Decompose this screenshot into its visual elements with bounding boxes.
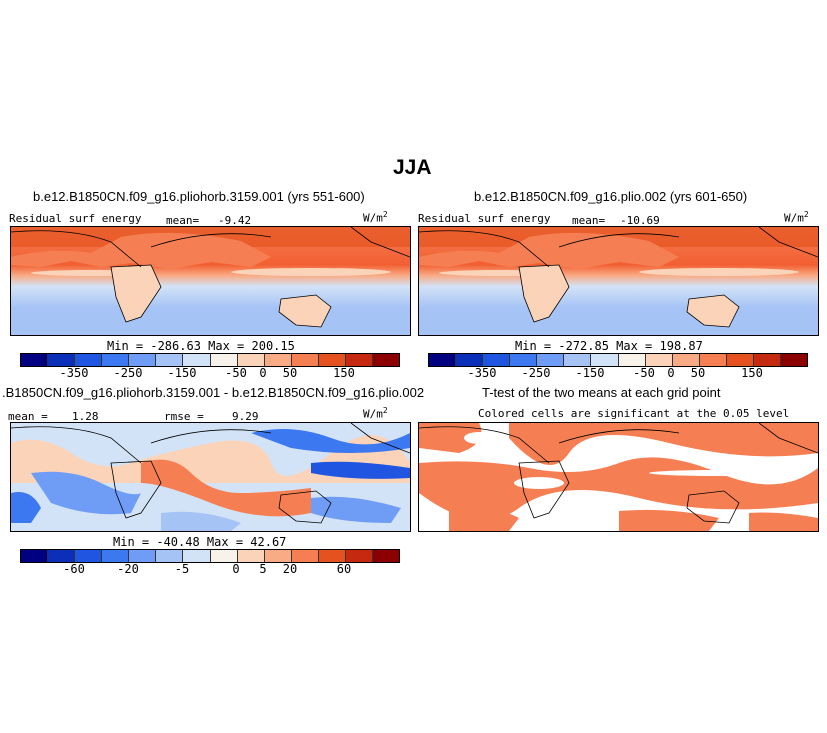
panel-subtitle: Colored cells are significant at the 0.0…	[478, 407, 790, 420]
colorbar-tick-label: -60	[63, 562, 85, 576]
colorbar-tick-label: 50	[282, 366, 298, 380]
colorbar-tick-label: -50	[225, 366, 247, 380]
colorbar-swatch	[537, 354, 565, 366]
colorbar-swatch	[210, 550, 238, 562]
mean-label: mean=	[572, 214, 606, 227]
colorbar-swatch	[183, 550, 211, 562]
units-label: W/m2	[363, 210, 388, 225]
colorbar-swatch	[75, 354, 103, 366]
colorbar-tick-label: -350	[467, 366, 497, 380]
colorbar-tick-label: 0	[232, 562, 240, 576]
colorbar-swatch	[237, 550, 265, 562]
colorbar-tick-label: -20	[117, 562, 139, 576]
panel-title: .B1850CN.f09_g16.pliohorb.3159.001 - b.e…	[2, 385, 425, 400]
heatmap-panel	[418, 226, 819, 336]
colorbar-swatch	[345, 550, 374, 562]
colorbar-tick-label: -5	[174, 562, 190, 576]
colorbar-swatch	[264, 550, 292, 562]
min-max-label: Min = -40.48 Max = 42.67	[113, 535, 287, 549]
colorbar-swatch	[699, 354, 727, 366]
variable-label: Residual surf energy	[9, 212, 142, 225]
colorbar-swatch	[564, 354, 592, 366]
colorbar-swatch	[672, 354, 700, 366]
colorbar-swatch	[48, 354, 76, 366]
colorbar	[428, 353, 808, 367]
colorbar-swatch	[345, 354, 374, 366]
colorbar-swatch	[318, 354, 346, 366]
colorbar-swatch	[291, 550, 319, 562]
colorbar-tick-label: 50	[690, 366, 706, 380]
page-title: JJA	[393, 156, 432, 179]
colorbar-tick-label: 150	[741, 366, 763, 380]
colorbar-tick-label: -50	[633, 366, 655, 380]
colorbar-ticks: -60 -20 -5 0 5 20 60	[20, 562, 398, 576]
panel-title: T-test of the two means at each grid poi…	[482, 385, 721, 400]
colorbar-swatch	[318, 550, 346, 562]
colorbar-swatch	[264, 354, 292, 366]
mean-value: -10.69	[620, 214, 660, 227]
heatmap-panel	[10, 422, 411, 532]
colorbar-swatch	[753, 354, 782, 366]
colorbar-tick-label: 5	[259, 562, 267, 576]
rmse-value: 9.29	[232, 410, 259, 423]
colorbar-swatch	[183, 354, 211, 366]
colorbar-tick-label: 60	[336, 562, 352, 576]
colorbar-swatch	[48, 550, 76, 562]
colorbar-swatch	[156, 354, 184, 366]
colorbar-swatch	[483, 354, 511, 366]
colorbar-swatch	[21, 550, 49, 562]
mean-value: -9.42	[218, 214, 252, 227]
colorbar-swatch	[726, 354, 754, 366]
colorbar-swatch	[102, 354, 130, 366]
heatmap-panel	[418, 422, 819, 532]
colorbar-tick-label: -250	[113, 366, 143, 380]
colorbar-swatch	[429, 354, 457, 366]
mean-label: mean =	[8, 410, 48, 423]
colorbar-swatch	[291, 354, 319, 366]
panel-title: b.e12.B1850CN.f09_g16.pliohorb.3159.001 …	[33, 189, 365, 204]
units-label: W/m2	[784, 210, 809, 225]
colorbar-swatch	[156, 550, 184, 562]
panel-title: b.e12.B1850CN.f09_g16.plio.002 (yrs 601-…	[474, 189, 748, 204]
colorbar-swatch	[373, 354, 400, 366]
colorbar-tick-label: 0	[667, 366, 675, 380]
colorbar-tick-label: 20	[282, 562, 298, 576]
colorbar-swatch	[591, 354, 619, 366]
heatmap-panel	[10, 226, 411, 336]
colorbar-swatch	[456, 354, 484, 366]
colorbar-ticks: -350 -250 -150 -50 0 50 150	[428, 366, 806, 380]
colorbar-swatch	[21, 354, 49, 366]
min-max-label: Min = -272.85 Max = 198.87	[515, 339, 703, 353]
colorbar	[20, 549, 400, 563]
colorbar-tick-label: 150	[333, 366, 355, 380]
colorbar-swatch	[129, 550, 157, 562]
colorbar-swatch	[129, 354, 157, 366]
colorbar-tick-label: -150	[575, 366, 605, 380]
colorbar-swatch	[210, 354, 238, 366]
colorbar-swatch	[510, 354, 538, 366]
units-label: W/m2	[363, 406, 388, 421]
colorbar-tick-label: 0	[259, 366, 267, 380]
colorbar-tick-label: -150	[167, 366, 197, 380]
colorbar-swatch	[237, 354, 265, 366]
colorbar-swatch	[618, 354, 646, 366]
colorbar-ticks: -350 -250 -150 -50 0 50 150	[20, 366, 398, 380]
colorbar-swatch	[373, 550, 400, 562]
colorbar	[20, 353, 400, 367]
mean-value: 1.28	[72, 410, 99, 423]
mean-label: mean=	[166, 214, 200, 227]
colorbar-swatch	[645, 354, 673, 366]
colorbar-tick-label: -350	[59, 366, 89, 380]
variable-label: Residual surf energy	[418, 212, 551, 225]
colorbar-swatch	[75, 550, 103, 562]
colorbar-swatch	[102, 550, 130, 562]
colorbar-tick-label: -250	[521, 366, 551, 380]
rmse-label: rmse =	[164, 410, 204, 423]
colorbar-swatch	[781, 354, 808, 366]
min-max-label: Min = -286.63 Max = 200.15	[107, 339, 295, 353]
